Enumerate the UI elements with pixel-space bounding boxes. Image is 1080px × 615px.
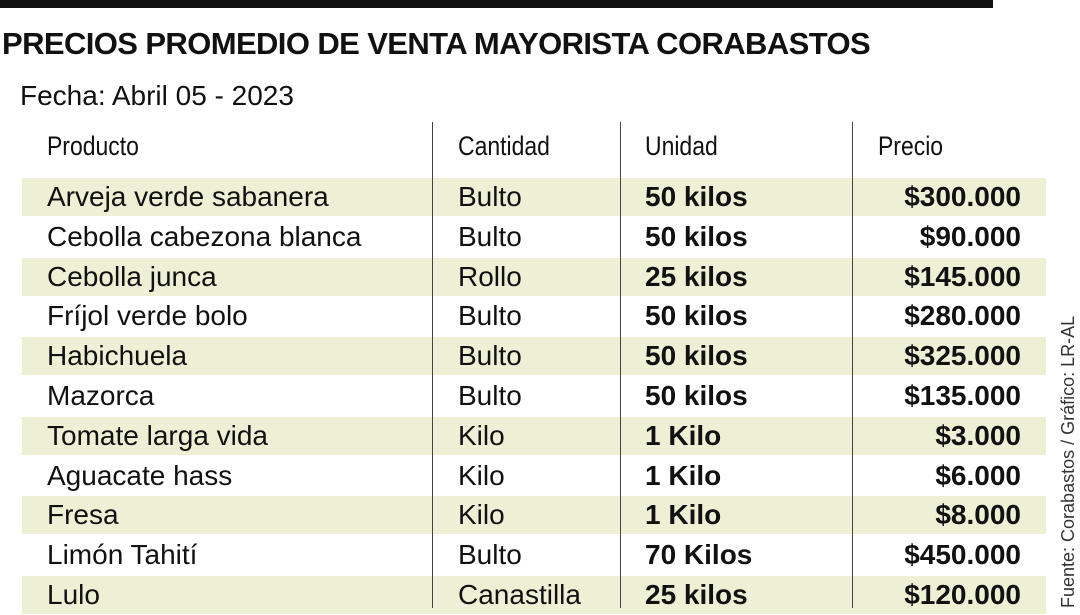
unit-cell: 25 kilos [645, 579, 748, 610]
price-cell: $8.000 [935, 499, 1021, 531]
unit-cell: 50 kilos [645, 380, 748, 411]
quantity-cell: Bulto [458, 539, 522, 571]
unit-cell: 1 Kilo [645, 499, 722, 531]
row-band [22, 416, 1046, 455]
unit-cell: 50 kilos [645, 220, 748, 252]
price-cell: $145.000 [904, 260, 1021, 292]
price-cell: $325.000 [904, 340, 1021, 372]
unit-cell: 1 Kilo [645, 419, 722, 451]
product-cell: Tomate larga vida [47, 419, 269, 451]
quantity-cell: Bulto [458, 300, 522, 332]
product-cell: Cebolla cabezona blanca [47, 220, 362, 252]
column-header: Unidad [645, 131, 718, 161]
product-cell: Aguacate hass [47, 459, 233, 491]
quantity-cell: Bulto [458, 380, 522, 411]
unit-cell: 50 kilos [645, 300, 748, 332]
quantity-cell: Kilo [458, 419, 505, 451]
price-cell: $450.000 [904, 539, 1021, 571]
price-cell: $280.000 [904, 300, 1021, 332]
product-cell: Fresa [47, 499, 119, 531]
quantity-cell: Bulto [458, 340, 522, 372]
price-cell: $90.000 [919, 220, 1021, 252]
price-cell: $6.000 [935, 459, 1021, 491]
title: PRECIOS PROMEDIO DE VENTA MAYORISTA CORA… [2, 26, 871, 61]
product-cell: Mazorca [47, 380, 155, 411]
column-divider [432, 122, 433, 608]
unit-cell: 25 kilos [645, 260, 748, 292]
unit-cell: 1 Kilo [645, 459, 722, 491]
price-cell: $135.000 [904, 380, 1021, 411]
column-header: Precio [878, 131, 944, 161]
date: Fecha: Abril 05 - 2023 [20, 80, 294, 111]
column-divider [852, 122, 853, 608]
row-band [22, 178, 1046, 216]
product-cell: Lulo [47, 579, 100, 610]
quantity-cell: Bulto [458, 220, 522, 252]
quantity-cell: Bulto [458, 181, 522, 212]
top-bar [0, 0, 993, 8]
column-header: Cantidad [458, 131, 550, 161]
row-band [22, 496, 1046, 535]
quantity-cell: Kilo [458, 459, 505, 491]
quantity-cell: Canastilla [458, 579, 581, 610]
quantity-cell: Rollo [458, 260, 522, 292]
product-cell: Cebolla junca [47, 260, 217, 292]
price-cell: $120.000 [904, 579, 1021, 610]
product-cell: Fríjol verde bolo [47, 300, 248, 332]
price-cell: $3.000 [935, 419, 1021, 451]
source: Fuente: Corabastos / Gráfico: LR-AL [1058, 315, 1078, 608]
column-divider [620, 122, 621, 608]
row-band [22, 257, 1046, 296]
quantity-cell: Kilo [458, 499, 505, 531]
unit-cell: 50 kilos [645, 181, 748, 212]
product-cell: Limón Tahití [47, 539, 198, 571]
row-band [22, 337, 1046, 376]
unit-cell: 70 Kilos [645, 539, 753, 571]
product-cell: Arveja verde sabanera [47, 181, 329, 212]
product-cell: Habichuela [47, 340, 188, 372]
price-cell: $300.000 [904, 181, 1021, 212]
column-header: Producto [47, 131, 139, 161]
unit-cell: 50 kilos [645, 340, 748, 372]
